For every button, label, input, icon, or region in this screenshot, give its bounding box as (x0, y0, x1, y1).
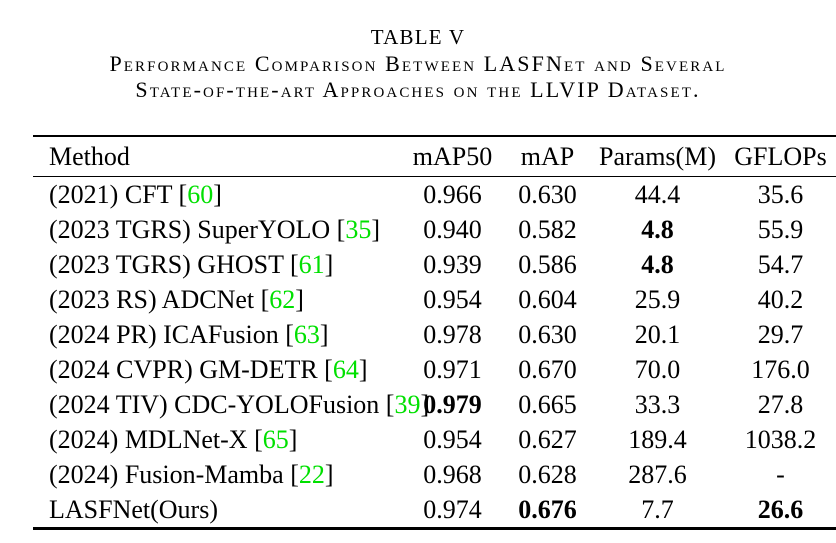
value-cell: 0.627 (518, 424, 577, 454)
value-cell: 33.3 (634, 389, 681, 419)
method-cell: (2024) Fusion-Mamba [22] (49, 459, 334, 489)
value-cell: 29.7 (757, 319, 804, 349)
header-row: Method mAP50 mAP Params(M) GFLOPs (33, 136, 836, 177)
citation-link[interactable]: 64 (332, 354, 359, 384)
citation-link[interactable]: 63 (293, 319, 320, 349)
value-cell: 0.665 (518, 389, 577, 419)
value-cell: 0.630 (518, 319, 577, 349)
column-header-method: Method (33, 136, 400, 177)
value-cell: 44.4 (634, 179, 681, 209)
value-cell: 55.9 (757, 214, 804, 244)
value-cell: 0.966 (423, 179, 482, 209)
citation-link[interactable]: 22 (298, 459, 325, 489)
table-row: (2024 CVPR) GM-DETR [64] 0.971 0.670 70.0 17… (33, 352, 836, 387)
value-cell: 54.7 (757, 249, 804, 279)
table-title-line-2: State-of-the-art Approaches on the LLVIP… (135, 77, 701, 102)
table-row: (2024 PR) ICAFusion [63] 0.978 0.630 20.1 29… (33, 317, 836, 352)
value-cell: 40.2 (757, 284, 804, 314)
value-cell: 35.6 (757, 179, 804, 209)
value-cell: 0.954 (423, 284, 482, 314)
value-cell: 0.582 (518, 214, 577, 244)
method-cell: (2024 CVPR) GM-DETR [64] (49, 354, 368, 384)
table-row: LASFNet(Ours) 0.974 0.676 7.7 26.6 (33, 492, 836, 529)
value-cell: 0.676 (518, 494, 577, 524)
table-row: (2023 RS) ADCNet [62] 0.954 0.604 25.9 40.2 (33, 282, 836, 317)
method-cell: (2023 RS) ADCNet [62] (49, 284, 304, 314)
table-row: (2024 TIV) CDC-YOLOFusion [39] 0.979 0.665… (33, 387, 836, 422)
citation-link[interactable]: 61 (298, 249, 325, 279)
results-table: Method mAP50 mAP Params(M) GFLOPs (2021) CFT… (33, 135, 836, 530)
value-cell: 4.8 (641, 249, 674, 279)
column-header-map: mAP (505, 136, 590, 177)
method-cell: (2023 TGRS) SuperYOLO [35] (49, 214, 381, 244)
citation-link[interactable]: 39 (394, 389, 421, 419)
value-cell: 0.968 (423, 459, 482, 489)
value-cell: 20.1 (634, 319, 681, 349)
value-cell: 287.6 (628, 459, 687, 489)
column-header-gflops: GFLOPs (725, 136, 836, 177)
table-row: (2024) MDLNet-X [65] 0.954 0.627 189.4 1038.… (33, 422, 836, 457)
column-header-map50: mAP50 (400, 136, 505, 177)
value-cell: 0.971 (423, 354, 482, 384)
value-cell: 0.940 (423, 214, 482, 244)
column-header-params-m-: Params(M) (590, 136, 725, 177)
value-cell: 0.978 (423, 319, 482, 349)
method-cell: (2021) CFT [60] (49, 179, 222, 209)
value-cell: 0.586 (518, 249, 577, 279)
value-cell: 189.4 (628, 424, 687, 454)
value-cell: 0.630 (518, 179, 577, 209)
value-cell: 0.628 (518, 459, 577, 489)
citation-link[interactable]: 62 (269, 284, 296, 314)
value-cell: 0.604 (518, 284, 577, 314)
citation-link[interactable]: 60 (187, 179, 214, 209)
method-cell: (2024 TIV) CDC-YOLOFusion [39] (49, 389, 430, 419)
value-cell: 0.954 (423, 424, 482, 454)
citation-link[interactable]: 35 (345, 214, 372, 244)
method-cell: (2024) MDLNet-X [65] (49, 424, 298, 454)
table-number: TABLE V (370, 25, 466, 49)
method-cell: (2023 TGRS) GHOST [61] (49, 249, 334, 279)
method-cell: LASFNet(Ours) (49, 494, 218, 524)
table-row: (2023 TGRS) SuperYOLO [35] 0.940 0.582 4.8 5… (33, 212, 836, 247)
value-cell: 0.974 (423, 494, 482, 524)
value-cell: 4.8 (641, 214, 674, 244)
table-row: (2023 TGRS) GHOST [61] 0.939 0.586 4.8 54.7 (33, 247, 836, 282)
table-caption: TABLE V Performance Comparison Between L… (0, 23, 836, 103)
table-row: (2021) CFT [60] 0.966 0.630 44.4 35.6 (33, 177, 836, 213)
table-body: (2021) CFT [60] 0.966 0.630 44.4 35.6 (2023 T… (33, 177, 836, 529)
value-cell: 0.939 (423, 249, 482, 279)
value-cell: 7.7 (641, 494, 674, 524)
value-cell: 26.6 (757, 494, 804, 524)
value-cell: 27.8 (757, 389, 804, 419)
value-cell: - (776, 459, 785, 489)
value-cell: 176.0 (751, 354, 810, 384)
table-title-line-1: Performance Comparison Between LASFNet a… (109, 51, 727, 76)
value-cell: 70.0 (634, 354, 681, 384)
value-cell: 25.9 (634, 284, 681, 314)
value-cell: 0.670 (518, 354, 577, 384)
table-row: (2024) Fusion-Mamba [22] 0.968 0.628 287.6 - (33, 457, 836, 492)
value-cell: 1038.2 (744, 424, 817, 454)
method-cell: (2024 PR) ICAFusion [63] (49, 319, 329, 349)
citation-link[interactable]: 65 (262, 424, 289, 454)
value-cell: 0.979 (423, 389, 482, 419)
